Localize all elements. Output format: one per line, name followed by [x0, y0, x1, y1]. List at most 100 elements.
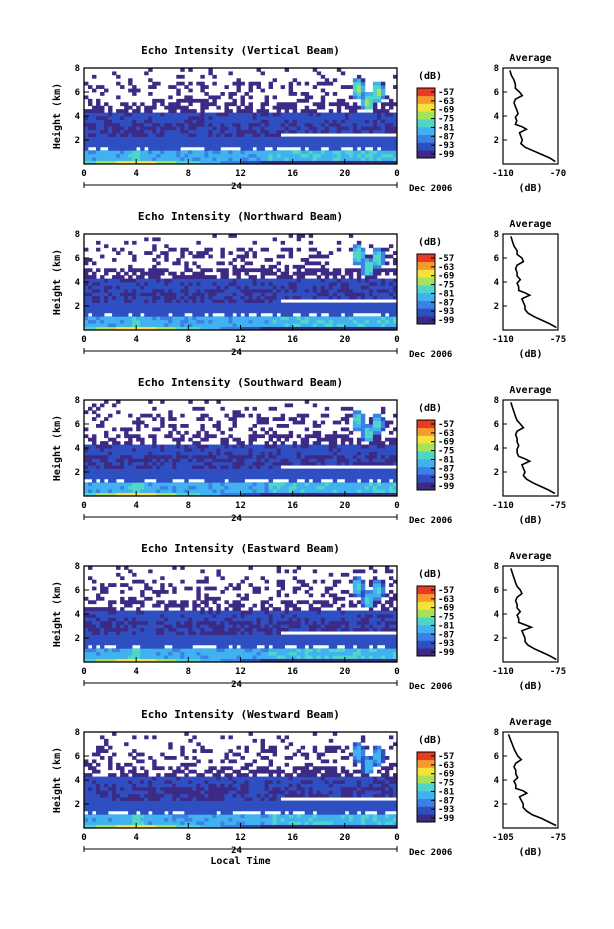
heatmap-cell: [148, 319, 153, 324]
heatmap-cell: [140, 282, 145, 286]
heatmap-cell: [128, 641, 133, 646]
heatmap-cell: [156, 600, 161, 605]
panel-3: Echo Intensity (Eastward Beam)8642Height…: [51, 542, 566, 692]
heatmap-cell: [144, 237, 149, 242]
heatmap-cell: [112, 634, 117, 639]
heatmap-cell: [260, 444, 265, 449]
heatmap-cell: [112, 285, 117, 290]
heatmap-cell: [368, 482, 374, 487]
heatmap-cell: [252, 160, 257, 165]
heatmap-cell: [228, 126, 233, 131]
heatmap-cell: [296, 306, 302, 310]
heatmap-cell: [364, 282, 370, 286]
heatmap-cell: [116, 323, 121, 327]
heatmap-cell: [388, 437, 394, 442]
heatmap-cell: [344, 485, 350, 490]
heatmap-cell: [272, 129, 278, 134]
heatmap-cell: [228, 160, 233, 165]
heatmap-cell: [320, 326, 326, 331]
heatmap-cell: [372, 319, 378, 324]
heatmap-cell: [244, 312, 249, 317]
heatmap-cell: [108, 119, 113, 124]
heatmap-cell: [84, 448, 89, 452]
heatmap-cell: [216, 461, 221, 466]
heatmap-cell: [360, 105, 366, 110]
heatmap-cell: [392, 458, 398, 463]
heatmap-cell: [252, 157, 257, 161]
heatmap-cell: [88, 160, 93, 165]
colorbar-swatch: [417, 300, 435, 309]
heatmap-cell: [292, 492, 298, 497]
heatmap-cell: [96, 627, 101, 632]
heatmap-cell: [344, 427, 350, 432]
heatmap-cell: [308, 292, 314, 297]
heatmap-cell: [340, 150, 346, 155]
heatmap-cell: [148, 465, 153, 469]
heatmap-cell: [172, 271, 177, 276]
heatmap-cell: [104, 153, 109, 158]
heatmap-cell: [148, 323, 153, 327]
heatmap-cell: [204, 268, 209, 273]
heatmap-cell: [248, 492, 253, 497]
heatmap-cell: [248, 129, 253, 134]
heatmap-cell: [176, 295, 181, 300]
heatmap-cell: [116, 651, 121, 656]
heatmap-cell: [148, 299, 153, 303]
heatmap-cell: [300, 492, 306, 497]
heatmap-cell: [224, 160, 229, 165]
heatmap-cell: [216, 292, 221, 297]
heatmap-cell: [212, 285, 217, 290]
heatmap-cell: [108, 655, 113, 659]
heatmap-cell: [92, 285, 97, 290]
heatmap-cell: [88, 85, 93, 89]
heatmap-cell: [108, 129, 113, 134]
heatmap-cell: [92, 651, 97, 656]
heatmap-cell: [88, 150, 93, 155]
heatmap-cell: [172, 119, 177, 124]
heatmap-cell: [304, 306, 310, 310]
heatmap-cell: [372, 437, 378, 442]
heatmap-cell: [112, 150, 117, 155]
heatmap-cell: [124, 441, 129, 445]
heatmap-cell: [92, 275, 97, 279]
heatmap-cell: [292, 485, 298, 490]
heatmap-cell: [240, 278, 245, 283]
heatmap-cell: [288, 285, 294, 290]
heatmap-cell: [264, 468, 269, 473]
heatmap-cell: [244, 465, 249, 469]
heatmap-cell: [136, 617, 141, 622]
heatmap-cell: [300, 323, 306, 327]
heatmap-cell: [120, 133, 125, 137]
heatmap-cell: [160, 136, 165, 141]
heatmap-cell: [264, 112, 269, 117]
average-y-tick-label: 4: [494, 112, 500, 122]
date-label: Dec 2006: [409, 184, 452, 194]
heatmap-cell: [220, 406, 225, 411]
heatmap-cell: [360, 153, 366, 158]
heatmap-cell: [316, 275, 322, 279]
heatmap-cell: [356, 492, 362, 497]
heatmap-cell: [140, 620, 145, 625]
heatmap-cell: [180, 81, 185, 86]
heatmap-cell: [232, 319, 237, 324]
y-tick-label: 6: [75, 420, 80, 430]
heatmap-cell: [120, 85, 125, 89]
heatmap-cell: [288, 88, 294, 93]
heatmap-cell: [220, 461, 225, 466]
heatmap-cell: [112, 648, 117, 653]
heatmap-cell: [88, 437, 93, 442]
heatmap-cell: [348, 122, 354, 127]
heatmap-cell: [212, 448, 217, 452]
heatmap-cell: [88, 129, 93, 134]
heatmap-cell: [232, 424, 237, 428]
heatmap-cell: [100, 424, 105, 428]
heatmap-cell: [372, 264, 378, 269]
heatmap-cell: [172, 292, 177, 297]
heatmap-cell: [132, 150, 137, 155]
average-y-tick-label: 4: [494, 278, 500, 288]
heatmap-cell: [356, 95, 362, 100]
heatmap-cell: [188, 268, 193, 273]
heatmap-cell: [280, 157, 286, 161]
heatmap-cell: [192, 299, 197, 303]
heatmap-cell: [352, 417, 358, 421]
